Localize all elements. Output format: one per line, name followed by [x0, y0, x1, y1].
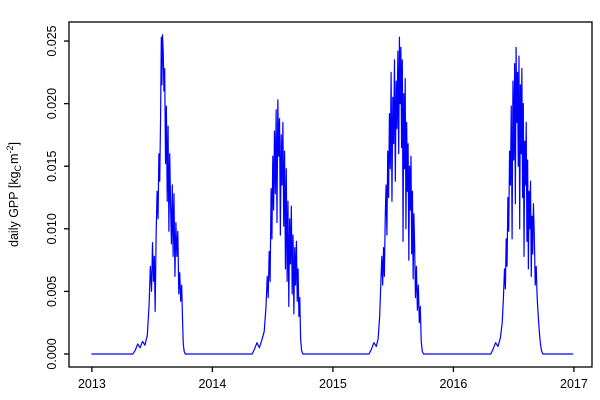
gpp-line [91, 34, 574, 355]
ylabel-suffix: ] [7, 142, 21, 145]
x-tick-label: 2015 [319, 377, 347, 391]
y-tick-label: 0.010 [45, 213, 59, 244]
plot-border [68, 21, 593, 368]
ylabel-superscript: -2 [5, 146, 15, 154]
y-tick-label: 0.020 [45, 88, 59, 119]
ylabel-subscript: C [13, 164, 23, 171]
y-tick-label: 0.000 [45, 338, 59, 369]
y-axis-title-text: daily GPP [kgCm-2] [5, 142, 23, 247]
x-tick-label: 2013 [78, 377, 106, 391]
plot-area [68, 21, 593, 368]
y-tick-label: 0.025 [45, 25, 59, 56]
x-tick-label: 2014 [198, 377, 226, 391]
x-tick-label: 2017 [560, 377, 588, 391]
y-axis: 0.000 0.005 0.010 0.015 0.020 0.025 [45, 25, 69, 370]
gpp-line-group [91, 34, 574, 355]
x-axis: 2013 2014 2015 2016 2017 [78, 367, 588, 391]
y-tick-label: 0.015 [45, 151, 59, 182]
ylabel-prefix: daily GPP [kg [7, 171, 21, 247]
x-tick-label: 2016 [440, 377, 468, 391]
y-tick-label: 0.005 [45, 276, 59, 307]
y-axis-title: daily GPP [kgCm-2] [5, 142, 23, 247]
ylabel-mid: m [7, 154, 21, 164]
